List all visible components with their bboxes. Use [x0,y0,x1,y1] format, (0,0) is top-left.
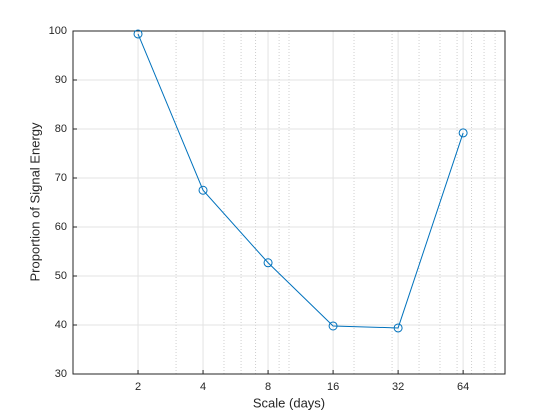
x-tick-label: 16 [327,381,339,393]
y-tick-label: 30 [55,368,67,380]
y-axis-label: Proportion of Signal Energy [27,122,42,281]
data-point [263,258,273,268]
x-axis-label: Scale (days) [253,395,325,410]
data-point [328,321,338,331]
data-line [137,33,464,329]
x-tick-label: 2 [135,381,141,393]
y-tick-label: 100 [49,25,67,37]
y-tick-label: 60 [55,221,67,233]
data-point [198,185,208,195]
x-tick-label: 4 [200,381,206,393]
y-tick-label: 50 [55,270,67,282]
y-tick-label: 80 [55,123,67,135]
data-point [458,128,468,138]
data-point [133,29,143,39]
y-tick-label: 40 [55,319,67,331]
axes-box [72,30,506,375]
x-tick-label: 32 [392,381,404,393]
y-tick-label: 70 [55,172,67,184]
y-tick-label: 90 [55,74,67,86]
data-point [393,323,403,333]
x-tick-label: 64 [457,381,469,393]
x-tick-label: 8 [265,381,271,393]
